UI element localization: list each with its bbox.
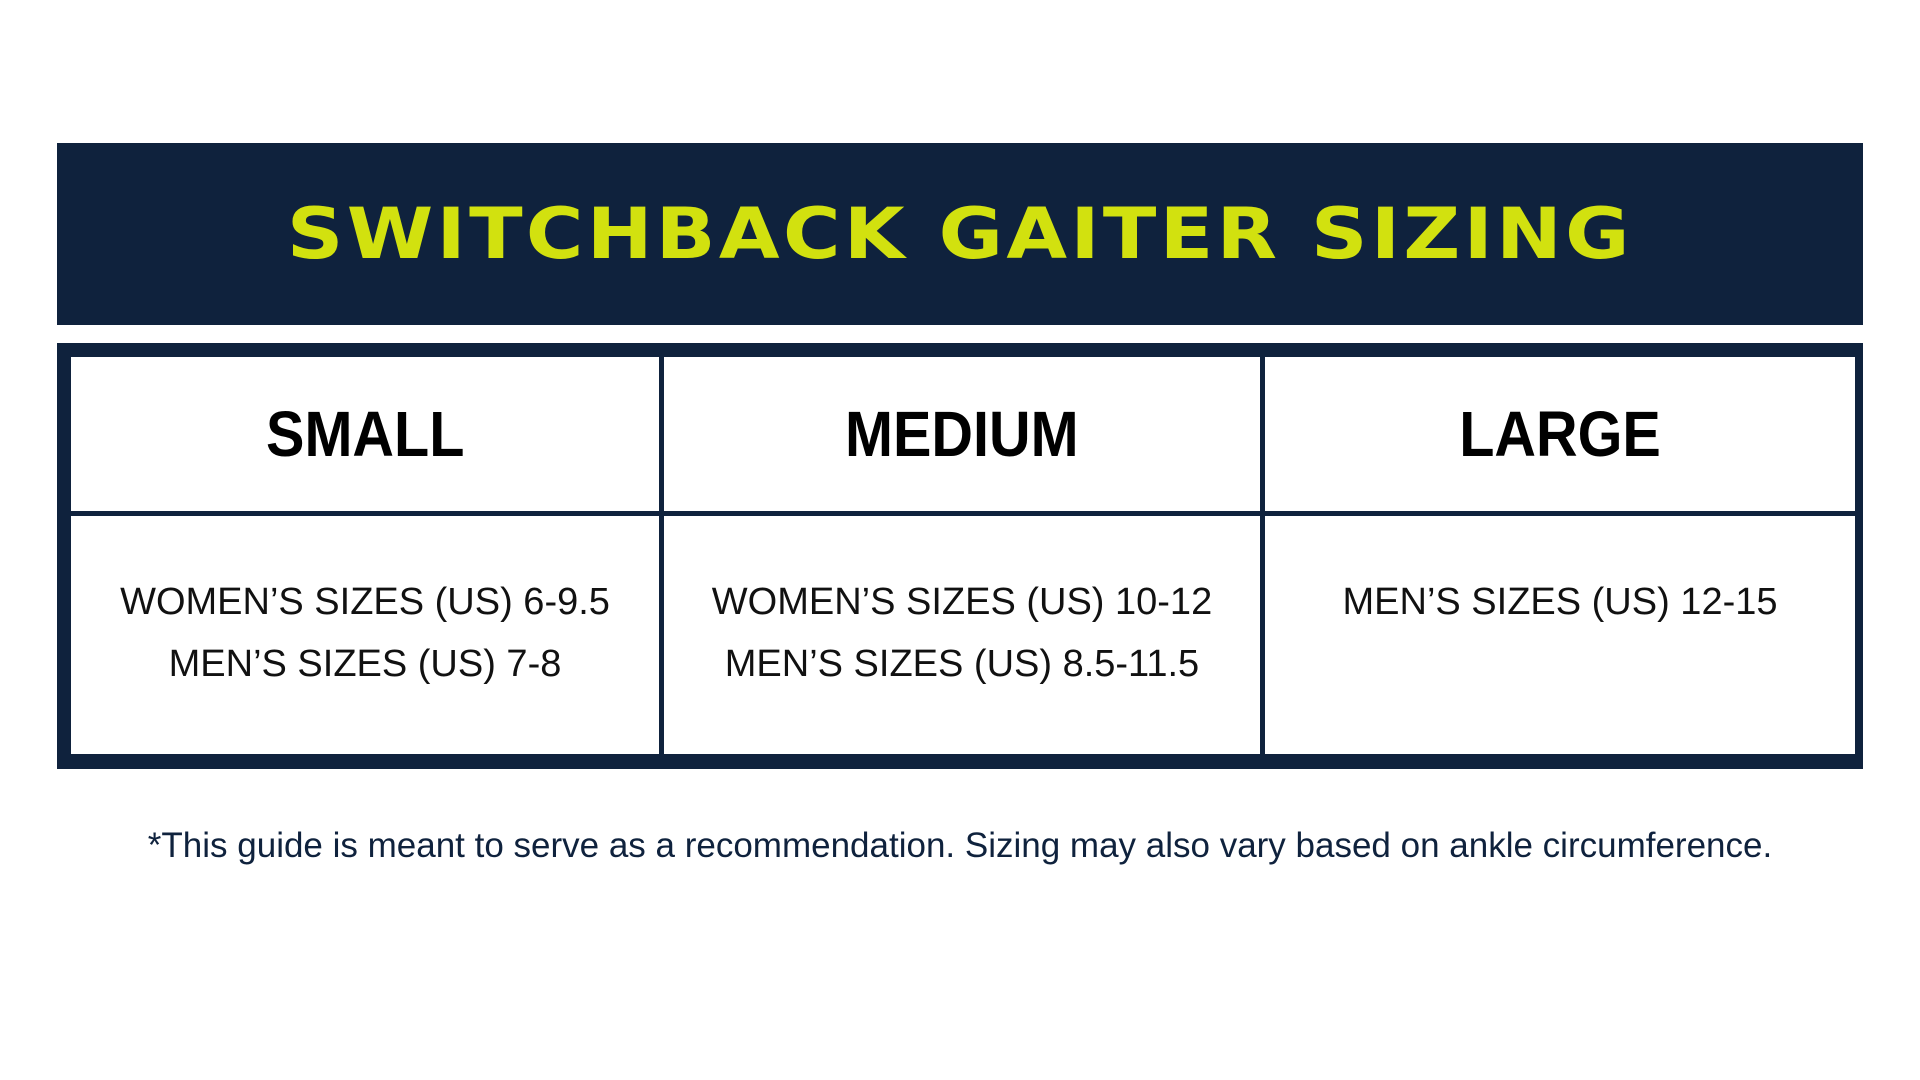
size-line: MEN’S SIZES (US) 7-8 bbox=[168, 643, 562, 685]
size-line: WOMEN’S SIZES (US) 10-12 bbox=[711, 581, 1213, 623]
title-banner: SWITCHBACK GAITER SIZING bbox=[57, 143, 1863, 325]
size-line: MEN’S SIZES (US) 8.5-11.5 bbox=[724, 643, 1200, 685]
sizing-table: SMALL MEDIUM LARGE WOMEN’S SIZES (US) 6-… bbox=[57, 343, 1863, 769]
footnote: *This guide is meant to serve as a recom… bbox=[147, 826, 1773, 865]
header-medium: MEDIUM bbox=[664, 357, 1260, 511]
size-line: MEN’S SIZES (US) 12-15 bbox=[1342, 581, 1778, 623]
cell-large: MEN’S SIZES (US) 12-15 bbox=[1265, 516, 1855, 754]
header-large: LARGE bbox=[1265, 357, 1855, 511]
cell-medium: WOMEN’S SIZES (US) 10-12 MEN’S SIZES (US… bbox=[664, 516, 1260, 754]
cell-small: WOMEN’S SIZES (US) 6-9.5 MEN’S SIZES (US… bbox=[71, 516, 659, 754]
size-line: WOMEN’S SIZES (US) 6-9.5 bbox=[120, 581, 610, 623]
header-small: SMALL bbox=[71, 357, 659, 511]
page-title: SWITCHBACK GAITER SIZING bbox=[287, 193, 1633, 275]
